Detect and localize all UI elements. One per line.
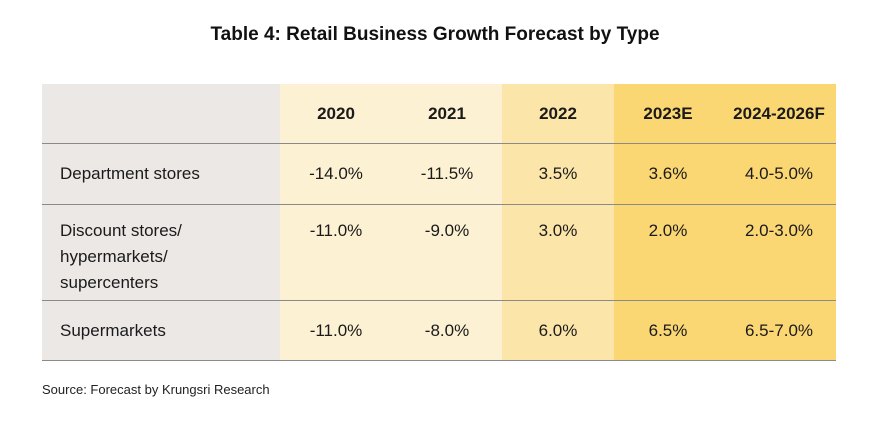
cell-discount-stores-2021: -9.0% — [392, 205, 502, 300]
row-label-line: Discount stores/ — [60, 221, 182, 240]
cell-discount-stores-2023e: 2.0% — [614, 205, 722, 300]
cell-department-stores-2020: -14.0% — [280, 144, 392, 204]
header-cell-2020: 2020 — [280, 84, 392, 143]
cell-supermarkets-2020: -11.0% — [280, 301, 392, 360]
table-row-discount-stores: Discount stores/ hypermarkets/ supercent… — [42, 205, 836, 301]
row-label-department-stores: Department stores — [42, 144, 280, 204]
cell-supermarkets-2024-2026f: 6.5-7.0% — [722, 301, 836, 360]
cell-supermarkets-2023e: 6.5% — [614, 301, 722, 360]
cell-department-stores-2024-2026f: 4.0-5.0% — [722, 144, 836, 204]
header-cell-2021: 2021 — [392, 84, 502, 143]
table-header-row: 2020 2021 2022 2023E 2024-2026F — [42, 84, 836, 144]
table-title: Table 4: Retail Business Growth Forecast… — [210, 24, 660, 45]
row-label-line: supercenters — [60, 273, 159, 292]
cell-department-stores-2022: 3.5% — [502, 144, 614, 204]
header-cell-2022: 2022 — [502, 84, 614, 143]
cell-discount-stores-2022: 3.0% — [502, 205, 614, 300]
table-row-supermarkets: Supermarkets -11.0% -8.0% 6.0% 6.5% 6.5-… — [42, 301, 836, 361]
cell-supermarkets-2022: 6.0% — [502, 301, 614, 360]
source-note: Source: Forecast by Krungsri Research — [42, 382, 270, 397]
cell-department-stores-2021: -11.5% — [392, 144, 502, 204]
header-cell-2023e: 2023E — [614, 84, 722, 143]
cell-discount-stores-2020: -11.0% — [280, 205, 392, 300]
header-cell-label — [42, 84, 280, 143]
cell-department-stores-2023e: 3.6% — [614, 144, 722, 204]
growth-forecast-table: 2020 2021 2022 2023E 2024-2026F Departme… — [42, 84, 836, 361]
header-cell-2024-2026f: 2024-2026F — [722, 84, 836, 143]
row-label-discount-stores: Discount stores/ hypermarkets/ supercent… — [42, 205, 280, 300]
table-row-department-stores: Department stores -14.0% -11.5% 3.5% 3.6… — [42, 144, 836, 205]
row-label-supermarkets: Supermarkets — [42, 301, 280, 360]
cell-discount-stores-2024-2026f: 2.0-3.0% — [722, 205, 836, 300]
row-label-line: hypermarkets/ — [60, 247, 168, 266]
cell-supermarkets-2021: -8.0% — [392, 301, 502, 360]
